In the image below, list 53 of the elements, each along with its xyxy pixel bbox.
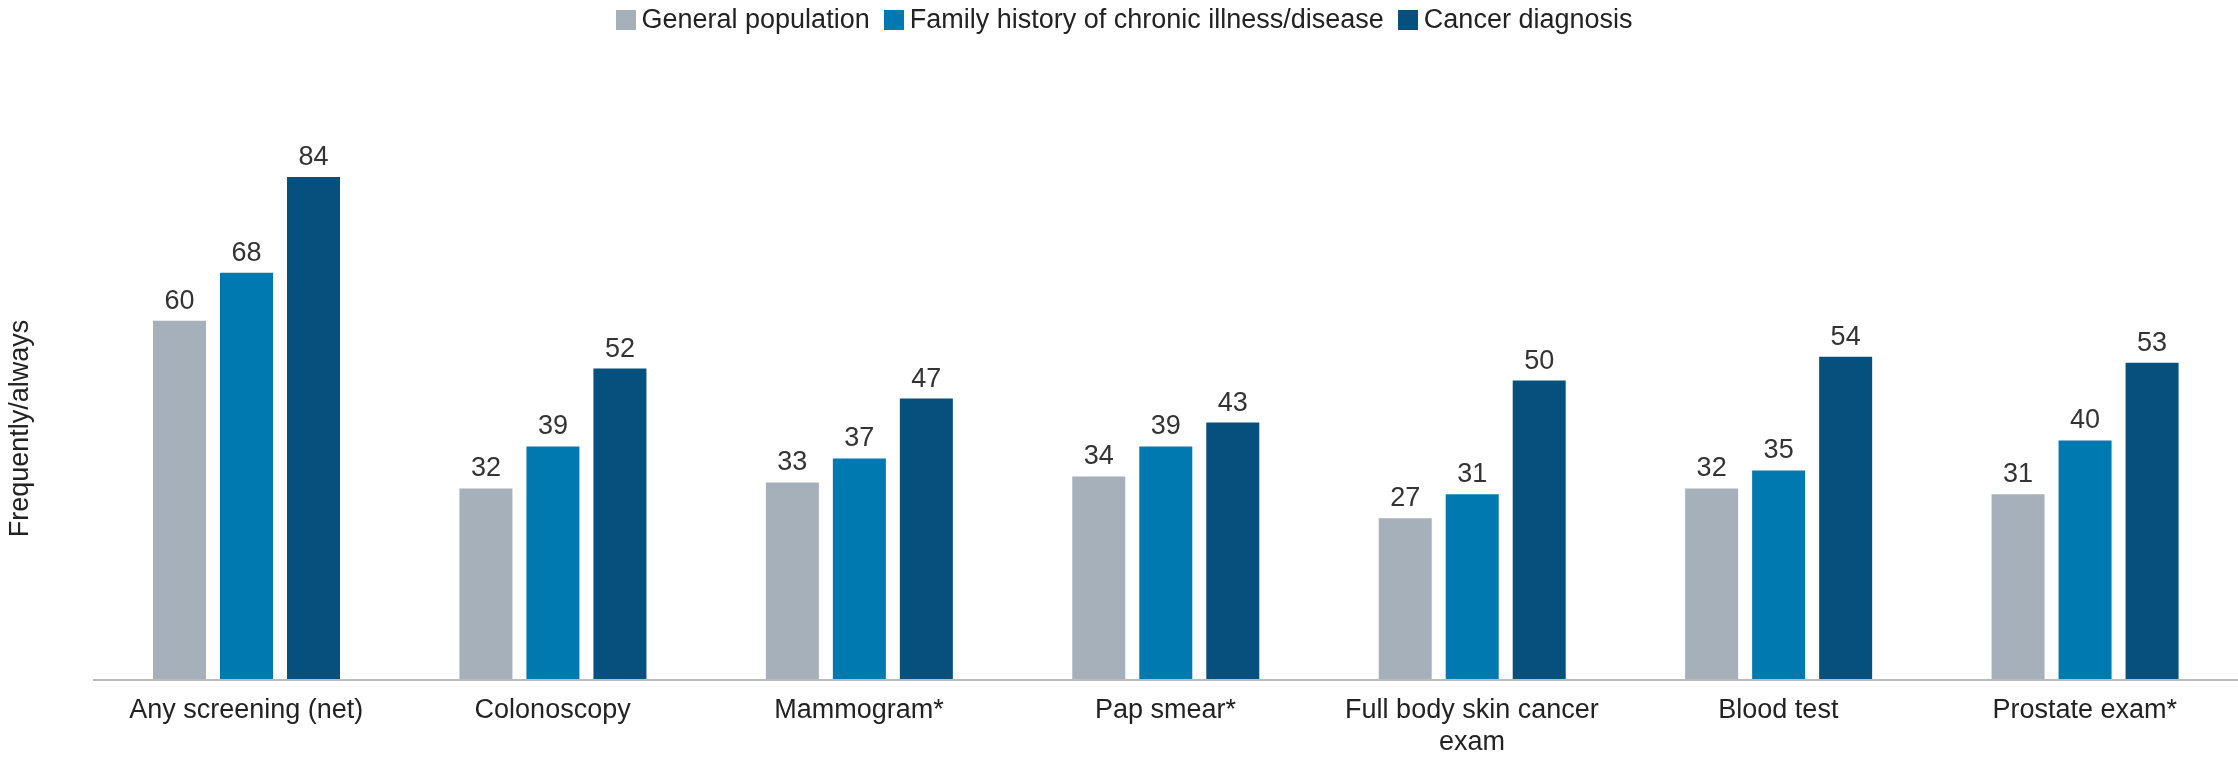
data-label: 52 — [604, 332, 635, 363]
x-tick-label: Pap smear* — [1094, 694, 1237, 724]
data-label: 34 — [1083, 440, 1114, 471]
x-tick-label: Any screening (net) — [129, 694, 364, 724]
bar — [1685, 488, 1739, 680]
x-tick-label: Blood test — [1718, 694, 1839, 724]
x-tick-label: Colonoscopy — [474, 694, 632, 724]
legend-label: Family history of chronic illness/disease — [908, 4, 1384, 35]
data-label: 47 — [911, 362, 942, 393]
bar — [1752, 470, 1806, 680]
y-axis-title: Frequently/always — [4, 319, 34, 538]
data-label: 43 — [1217, 386, 1248, 417]
data-label: 39 — [537, 410, 568, 441]
data-label: 31 — [1457, 458, 1488, 489]
data-label: 33 — [777, 446, 808, 477]
bar — [765, 482, 819, 680]
data-label: 68 — [231, 236, 262, 267]
bar — [1139, 446, 1193, 680]
bar — [1991, 494, 2045, 680]
bar — [1445, 494, 1499, 680]
bar — [220, 272, 273, 680]
x-tick-label: Mammogram* — [774, 694, 945, 724]
bar — [153, 320, 206, 680]
bar — [1378, 518, 1432, 680]
data-label: 32 — [1696, 452, 1727, 483]
bar — [2058, 440, 2112, 680]
data-label: 27 — [1390, 482, 1421, 513]
data-label: 54 — [1830, 320, 1861, 351]
bar — [1206, 422, 1260, 680]
data-label: 31 — [2003, 458, 2034, 489]
data-label: 39 — [1150, 410, 1181, 441]
bar — [899, 398, 953, 680]
bar — [593, 368, 647, 680]
bar — [1512, 380, 1566, 680]
bar — [459, 488, 513, 680]
x-tick-label: Full body skin cancer exam — [1345, 694, 1599, 756]
bar — [1072, 476, 1126, 680]
data-label: 35 — [1763, 434, 1794, 465]
bar — [1819, 356, 1873, 680]
data-label: 50 — [1524, 344, 1555, 375]
data-label: 60 — [164, 284, 195, 315]
x-tick-label: Prostate exam* — [1992, 694, 2178, 724]
data-label: 84 — [298, 141, 329, 171]
legend-label: Cancer diagnosis — [1422, 4, 1633, 35]
data-label: 40 — [2070, 404, 2101, 435]
bar — [526, 446, 580, 680]
legend-label: General population — [640, 4, 870, 35]
data-label: 37 — [844, 422, 875, 453]
bar — [287, 177, 340, 680]
data-label: 32 — [470, 452, 501, 483]
bar — [832, 458, 886, 680]
data-label: 53 — [2137, 326, 2168, 357]
bar — [2125, 362, 2179, 680]
